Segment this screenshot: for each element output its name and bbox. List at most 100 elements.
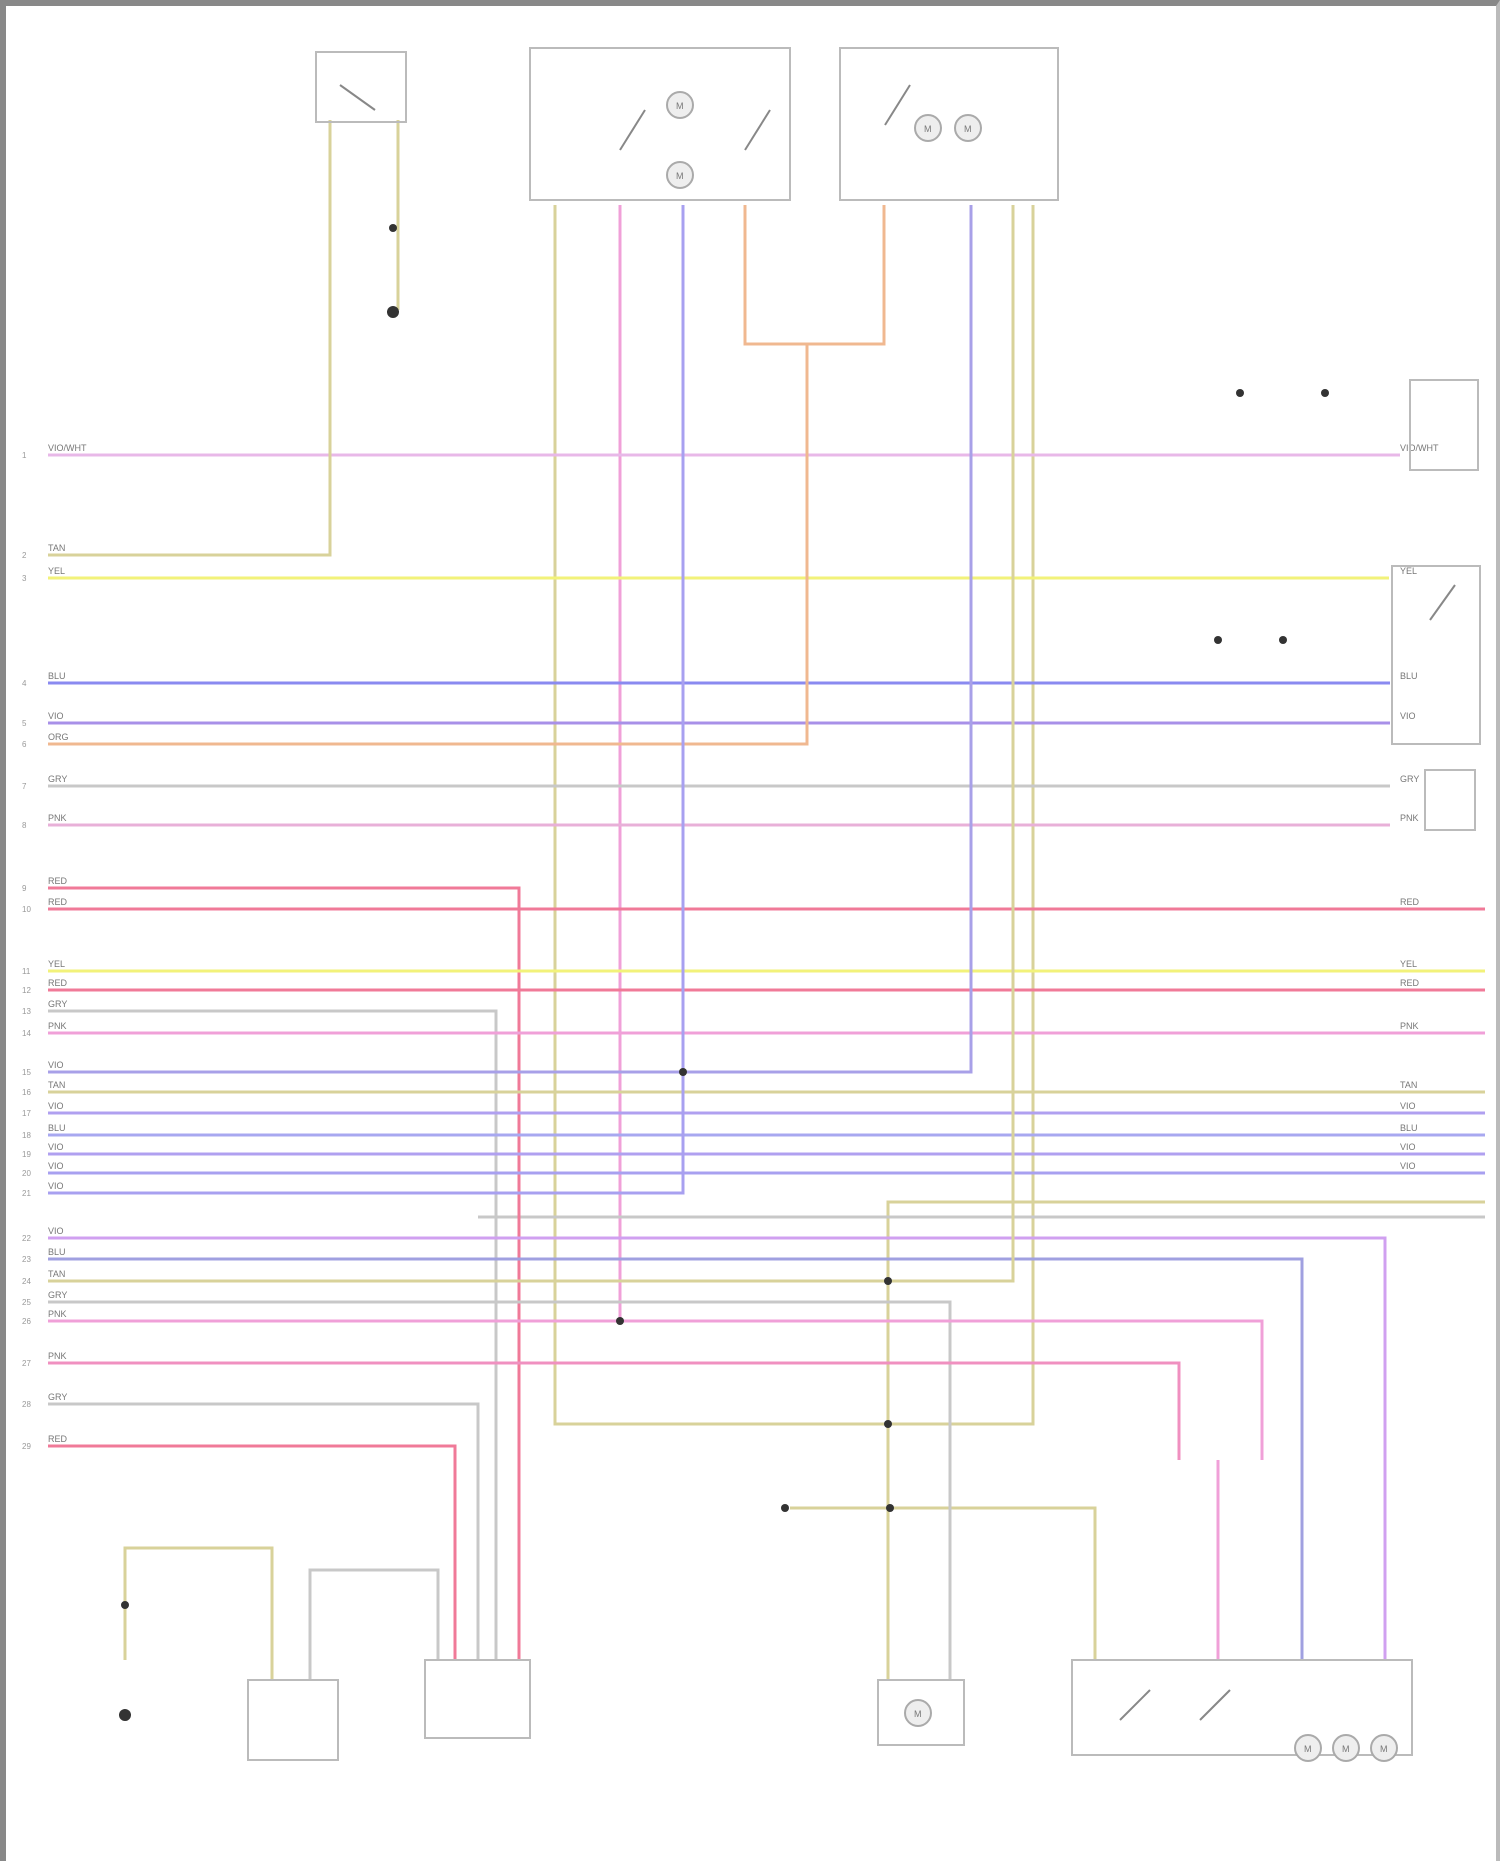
- wire-code-label: PNK: [1400, 813, 1419, 823]
- pin-number: 27: [22, 1359, 31, 1368]
- wire-25: [48, 1300, 952, 1680]
- wire-9: [48, 886, 521, 1660]
- splice-dot: [389, 224, 397, 232]
- wire-22: [48, 1236, 1387, 1660]
- wire-21: [48, 205, 685, 1195]
- pin-number: 8: [22, 821, 27, 830]
- wire-code-label: TAN: [48, 1080, 65, 1090]
- motor-icon: [666, 161, 694, 189]
- pin-number: 15: [22, 1068, 31, 1077]
- wire-segment: [886, 1200, 1485, 1680]
- component-box: [1409, 379, 1479, 471]
- switch-icon: [884, 84, 911, 126]
- wire-code-label: PNK: [48, 813, 67, 823]
- pin-number: 9: [22, 884, 27, 893]
- component-box: [1424, 769, 1476, 831]
- wire-code-label: GRY: [48, 1392, 67, 1402]
- pin-number: 13: [22, 1007, 31, 1016]
- wire-28: [48, 1402, 480, 1660]
- pin-number: 3: [22, 574, 27, 583]
- pin-number: 16: [22, 1088, 31, 1097]
- component-box: [839, 47, 1059, 201]
- pin-number: 20: [22, 1169, 31, 1178]
- wire-code-label: VIO: [48, 1060, 64, 1070]
- pin-number: 25: [22, 1298, 31, 1307]
- wire-code-label: VIO/WHT: [48, 443, 87, 453]
- motor-icon: [904, 1699, 932, 1727]
- wire-code-label: ORG: [48, 732, 69, 742]
- pin-number: 28: [22, 1400, 31, 1409]
- component-box: [315, 51, 407, 123]
- wire-code-label: PNK: [48, 1309, 67, 1319]
- wire-code-label: YEL: [1400, 959, 1417, 969]
- wire-code-label: VIO: [48, 1181, 64, 1191]
- wire-code-label: GRY: [48, 999, 67, 1009]
- wire-code-label: TAN: [48, 543, 65, 553]
- ground-icon: [119, 1709, 131, 1721]
- pin-number: 14: [22, 1029, 31, 1038]
- wire-code-label: VIO: [1400, 711, 1416, 721]
- pin-number: 23: [22, 1255, 31, 1264]
- splice-dot: [121, 1601, 129, 1609]
- wire-code-label: TAN: [48, 1269, 65, 1279]
- switch-icon: [744, 109, 771, 151]
- pin-number: 6: [22, 740, 27, 749]
- wire-code-label: GRY: [1400, 774, 1419, 784]
- wire-24: [48, 205, 1015, 1283]
- pin-number: 7: [22, 782, 27, 791]
- wire-segment: [553, 205, 1035, 1426]
- motor-symbol: M: [964, 124, 972, 134]
- component-box: [877, 1679, 965, 1746]
- wire-segment: [123, 1546, 274, 1680]
- motor-symbol: M: [676, 101, 684, 111]
- wire-29: [48, 1444, 457, 1660]
- wire-code-label: PNK: [1400, 1021, 1419, 1031]
- wire-code-label: BLU: [48, 671, 66, 681]
- splice-dot: [886, 1504, 894, 1512]
- splice-dot: [1236, 389, 1244, 397]
- wire-code-label: BLU: [1400, 1123, 1418, 1133]
- pin-number: 5: [22, 719, 27, 728]
- wire-code-label: VIO: [48, 1142, 64, 1152]
- wire-segment: [308, 1568, 440, 1680]
- motor-symbol: M: [914, 1709, 922, 1719]
- wire-code-label: GRY: [48, 1290, 67, 1300]
- pin-number: 22: [22, 1234, 31, 1243]
- wire-2: [48, 120, 332, 557]
- splice-dot: [884, 1420, 892, 1428]
- motor-icon: [1294, 1734, 1322, 1762]
- splice-dot: [1279, 636, 1287, 644]
- component-box: [1391, 565, 1481, 745]
- wire-code-label: BLU: [1400, 671, 1418, 681]
- switch-icon: [339, 84, 376, 111]
- motor-icon: [666, 91, 694, 119]
- wire-code-label: PNK: [48, 1351, 67, 1361]
- pin-number: 19: [22, 1150, 31, 1159]
- wire-13: [48, 1009, 498, 1660]
- wire-code-label: GRY: [48, 774, 67, 784]
- wire-code-label: YEL: [48, 566, 65, 576]
- splice-dot: [1321, 389, 1329, 397]
- wire-segment: [743, 205, 886, 346]
- splice-dot: [679, 1068, 687, 1076]
- splice-dot: [781, 1504, 789, 1512]
- pin-number: 26: [22, 1317, 31, 1326]
- wire-code-label: BLU: [48, 1247, 66, 1257]
- wire-code-label: RED: [48, 978, 68, 988]
- splice-dot: [884, 1277, 892, 1285]
- pin-number: 21: [22, 1189, 31, 1198]
- pin-number: 2: [22, 551, 27, 560]
- component-box: [529, 47, 791, 201]
- wire-code-label: RED: [48, 1434, 68, 1444]
- switch-icon: [1119, 1689, 1151, 1721]
- pin-number: 18: [22, 1131, 31, 1140]
- wire-code-label: RED: [48, 897, 68, 907]
- motor-icon: [1370, 1734, 1398, 1762]
- motor-symbol: M: [676, 171, 684, 181]
- pin-number: 17: [22, 1109, 31, 1118]
- motor-symbol: M: [1304, 1744, 1312, 1754]
- wire-code-label: RED: [48, 876, 68, 886]
- pin-number: 24: [22, 1277, 31, 1286]
- wire-code-label: VIO: [1400, 1142, 1416, 1152]
